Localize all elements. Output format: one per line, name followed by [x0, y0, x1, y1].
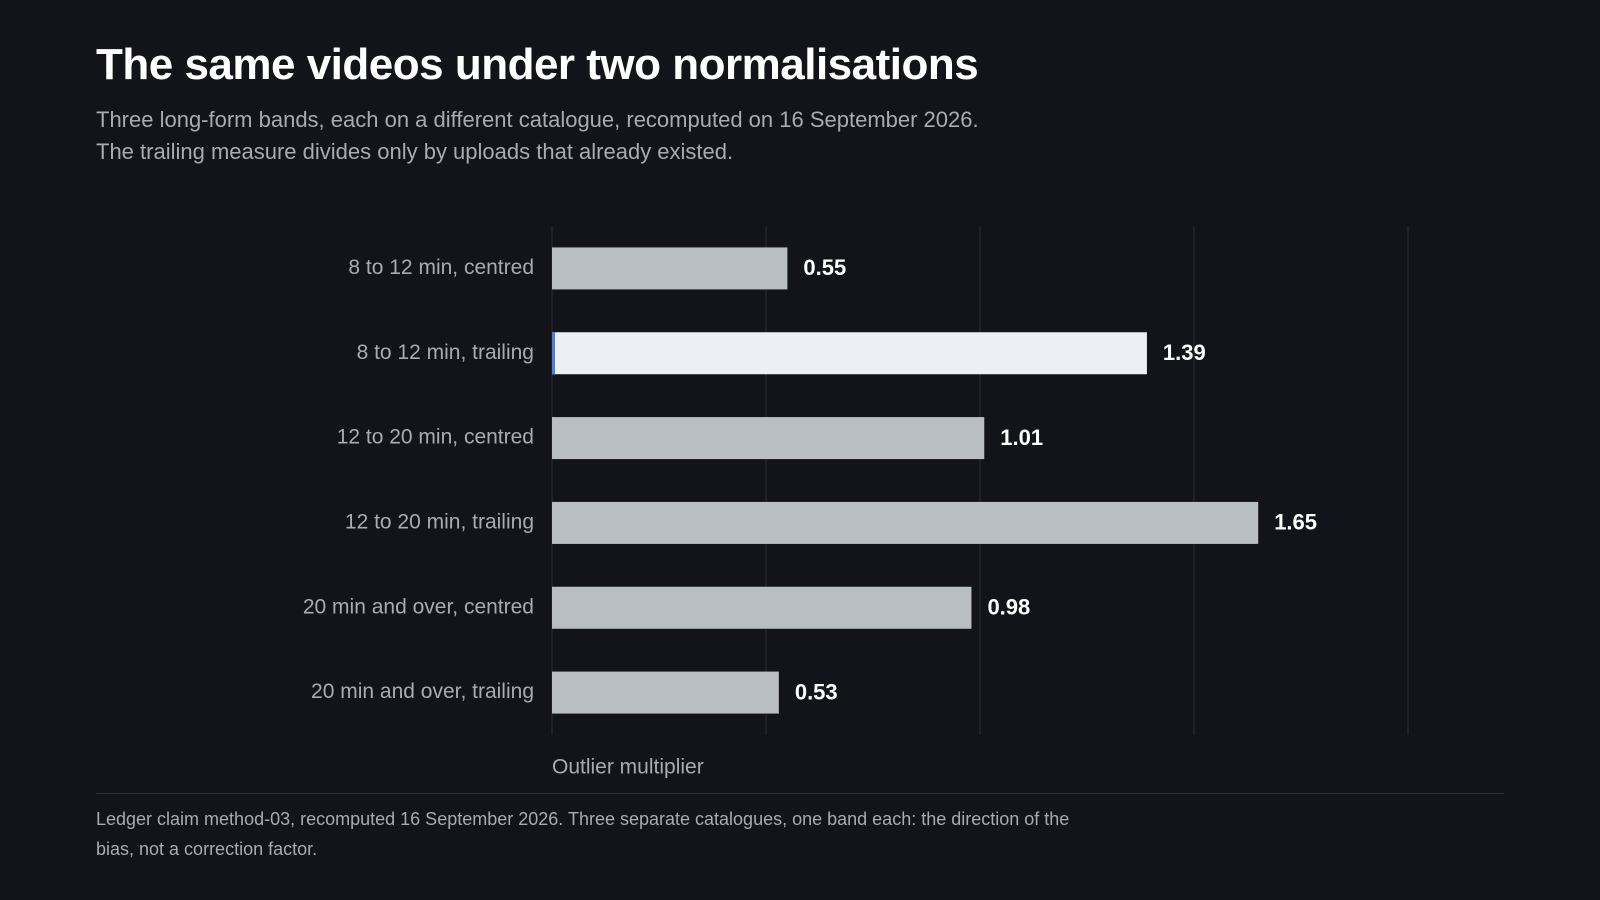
bar: [552, 501, 1259, 544]
bar: [552, 417, 985, 460]
value-label: 1.39: [1163, 340, 1206, 365]
y-tick-label: 12 to 20 min, centred: [337, 426, 534, 449]
value-label: 0.98: [987, 595, 1030, 620]
value-label: 1.01: [1000, 425, 1043, 450]
x-axis-label: Outlier multiplier: [552, 756, 704, 779]
y-tick-label: 8 to 12 min, centred: [348, 256, 534, 279]
footnote: Ledger claim method-03, recomputed 16 Se…: [96, 809, 1070, 859]
chart-title: The same videos under two normalisations: [96, 40, 979, 89]
value-label: 0.53: [795, 679, 838, 704]
chart-subtitle: Three long-form bands, each on a differe…: [96, 107, 979, 164]
bar-accent: [552, 332, 555, 375]
bar: [552, 586, 972, 629]
divider: [96, 793, 1504, 794]
y-tick-label: 20 min and over, trailing: [311, 680, 534, 703]
chart: Outlier multiplier 8 to 12 min, centred 0.…: [303, 226, 1409, 779]
y-tick-label: 8 to 12 min, trailing: [357, 341, 534, 364]
y-tick-label: 12 to 20 min, trailing: [345, 510, 534, 533]
value-label: 0.55: [803, 255, 846, 280]
bar: [552, 247, 788, 290]
value-label: 1.65: [1274, 510, 1317, 535]
y-tick-label: 20 min and over, centred: [303, 595, 534, 618]
bar: [552, 671, 779, 714]
bar: [552, 332, 1147, 375]
